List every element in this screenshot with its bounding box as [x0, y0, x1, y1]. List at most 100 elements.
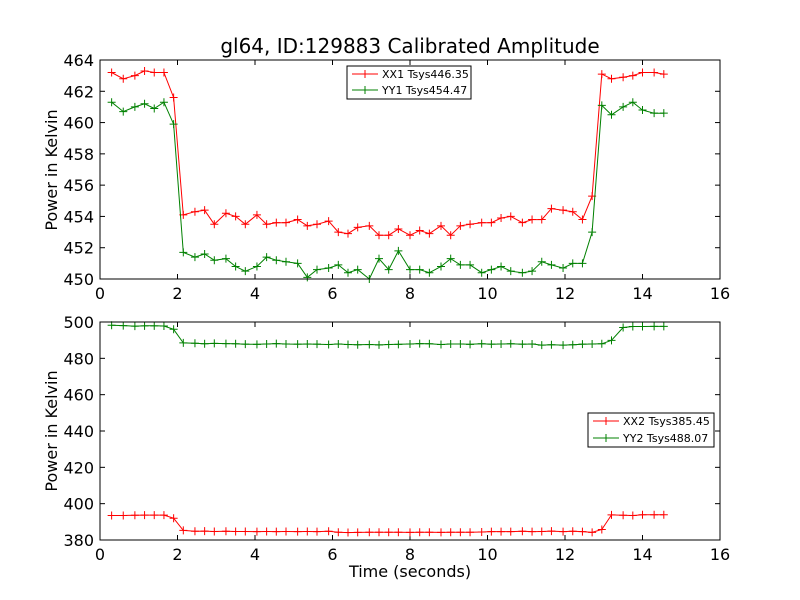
bottom-data-point-xx2	[588, 528, 597, 537]
bottom-data-point-xx2	[334, 528, 343, 537]
top-data-point-xx1	[241, 220, 250, 229]
top-data-point-yy1	[282, 257, 290, 266]
top-data-point-xx1	[477, 218, 486, 227]
bottom-data-point-yy2	[659, 322, 668, 331]
top-data-point-yy1	[597, 101, 606, 110]
bottom-data-point-yy2	[262, 339, 271, 348]
bottom-data-point-xx2	[628, 511, 637, 520]
bottom-data-point-xx2	[150, 511, 159, 520]
top-y-tick-label: 452	[63, 239, 94, 258]
top-chart-panel: gl64, ID:129883 Calibrated Amplitude Pow…	[42, 34, 730, 303]
bottom-data-point-xx2	[303, 527, 312, 536]
top-plot-frame	[99, 59, 721, 280]
top-data-point-yy1	[588, 228, 597, 237]
bottom-y-tick-label: 460	[63, 386, 94, 405]
top-data-point-yy1	[375, 254, 383, 263]
top-data-point-yy1	[169, 120, 178, 129]
bottom-data-point-yy2	[140, 321, 149, 330]
bottom-x-tick-label: 0	[95, 545, 105, 564]
bottom-data-point-yy2	[406, 339, 414, 348]
top-data-point-yy1	[293, 259, 302, 268]
top-x-tick-label: 6	[327, 284, 337, 303]
top-x-tick-label: 16	[710, 284, 730, 303]
bottom-data-point-xx2	[619, 511, 628, 520]
bottom-data-point-xx2	[425, 528, 434, 537]
top-data-point-yy1	[659, 109, 668, 118]
top-data-point-yy1	[456, 260, 465, 269]
top-chart-title: gl64, ID:129883 Calibrated Amplitude	[220, 34, 599, 58]
bottom-y-tick-label: 440	[63, 422, 94, 441]
bottom-data-point-yy2	[425, 339, 434, 348]
bottom-data-point-yy2	[638, 322, 647, 331]
top-data-point-xx1	[597, 70, 606, 79]
bottom-data-point-xx2	[282, 527, 290, 536]
top-data-point-yy1	[324, 264, 333, 273]
bottom-data-point-xx2	[597, 525, 606, 534]
bottom-data-point-xx2	[179, 526, 188, 535]
top-data-point-xx1	[107, 68, 116, 77]
bottom-data-point-xx2	[497, 527, 506, 536]
bottom-data-point-yy2	[179, 338, 188, 347]
bottom-data-point-yy2	[365, 340, 374, 349]
top-y-tick-label: 460	[63, 114, 94, 133]
bottom-data-point-yy2	[324, 340, 333, 349]
top-x-tick-label: 12	[555, 284, 575, 303]
top-data-point-xx1	[456, 221, 465, 230]
top-data-point-yy1	[384, 265, 393, 274]
bottom-data-point-yy2	[394, 340, 403, 349]
bottom-data-point-xx2	[262, 527, 271, 536]
bottom-data-point-xx2	[130, 511, 139, 520]
bottom-data-point-xx2	[231, 527, 240, 536]
bottom-data-point-xx2	[456, 528, 465, 537]
bottom-y-tick-label: 380	[63, 531, 94, 550]
top-data-point-yy1	[179, 248, 188, 257]
top-series-group	[107, 66, 668, 283]
top-data-point-yy1	[334, 260, 343, 269]
top-data-point-yy1	[150, 104, 159, 113]
top-data-point-xx1	[313, 220, 321, 229]
top-data-point-xx1	[344, 229, 352, 238]
top-y-tick-label: 464	[63, 51, 94, 70]
bottom-data-point-yy2	[537, 341, 546, 350]
top-data-point-xx1	[324, 217, 333, 226]
top-x-tick-label: 10	[477, 284, 497, 303]
bottom-data-point-xx2	[477, 528, 486, 537]
top-data-point-xx1	[394, 224, 403, 233]
bottom-data-point-xx2	[272, 527, 281, 536]
top-data-point-yy1	[130, 102, 139, 111]
top-data-point-yy1	[210, 256, 219, 265]
top-data-point-xx1	[221, 209, 230, 218]
bottom-data-point-yy2	[231, 339, 240, 348]
bottom-data-point-yy2	[597, 339, 606, 348]
bottom-legend-marker-yy2	[602, 434, 610, 442]
top-data-point-xx1	[425, 229, 434, 238]
bottom-data-point-yy2	[619, 323, 628, 332]
bottom-data-point-yy2	[456, 339, 465, 348]
bottom-data-point-yy2	[497, 339, 506, 348]
bottom-data-point-yy2	[375, 340, 383, 349]
top-data-point-yy1	[559, 264, 568, 273]
top-data-point-yy1	[221, 254, 230, 263]
bottom-data-point-xx2	[190, 527, 199, 536]
top-data-point-yy1	[119, 107, 128, 116]
bottom-ticks: 0 2 4 6 8 10 12 14 16 380 400 420 440 460 480 500	[63, 313, 730, 564]
bottom-data-point-xx2	[568, 527, 577, 536]
top-data-point-xx1	[303, 221, 312, 230]
top-data-point-yy1	[437, 262, 445, 271]
top-data-point-yy1	[406, 265, 414, 274]
top-data-point-yy1	[241, 267, 250, 276]
bottom-data-point-xx2	[638, 510, 647, 519]
bottom-data-point-xx2	[353, 528, 362, 537]
bottom-data-point-xx2	[487, 527, 496, 536]
bottom-y-tick-label: 500	[63, 313, 94, 332]
bottom-data-point-yy2	[252, 340, 261, 349]
bottom-x-tick-label: 2	[172, 545, 182, 564]
bottom-data-point-yy2	[272, 339, 281, 348]
bottom-data-point-yy2	[210, 339, 219, 348]
top-legend-label-xx1: XX1 Tsys446.35	[382, 68, 469, 81]
top-x-tick-label: 14	[632, 284, 652, 303]
top-data-point-yy1	[159, 98, 168, 107]
bottom-data-point-yy2	[578, 340, 587, 349]
bottom-legend: XX2 Tsys385.45 YY2 Tsys488.07	[587, 412, 715, 448]
